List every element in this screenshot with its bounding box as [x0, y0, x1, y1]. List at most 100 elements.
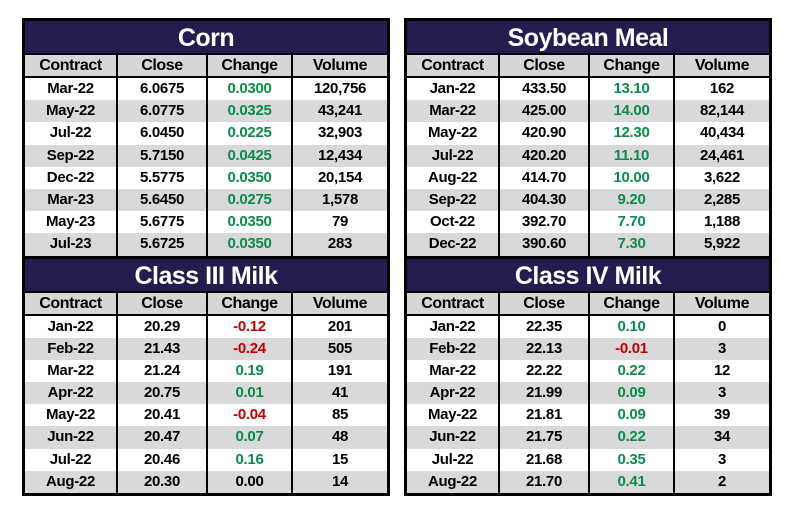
contract-cell: Mar-23 [25, 188, 118, 212]
close-cell: 425.00 [500, 100, 590, 123]
class-iii-milk-table: Class III Milk Contract Close Change Volume… [25, 255, 387, 493]
volume-cell: 20,154 [317, 168, 363, 186]
contract-cell: Aug-22 [25, 470, 118, 493]
table-title-class-iii-milk: Class III Milk [25, 258, 387, 293]
volume-cell: 5,922 [703, 235, 741, 253]
table-body: Jan-22 20.29 -0.12 201 Feb-22 21.43 -0.24 505 Ma… [25, 315, 387, 493]
change-cell: 0.16 [208, 448, 293, 471]
table-row: Mar-22 22.22 0.22 12 [407, 359, 769, 383]
change-cell: 0.07 [208, 426, 293, 449]
close-cell: 5.7150 [118, 144, 208, 167]
close-cell: 22.22 [500, 359, 590, 383]
close-cell: 6.0775 [118, 100, 208, 123]
volume-cell: 2 [717, 472, 727, 490]
volume-cell: 15 [331, 450, 349, 468]
contract-cell: Sep-22 [407, 188, 500, 212]
change-cell: 9.20 [590, 188, 675, 212]
table-row: Jan-22 22.35 0.10 0 [407, 315, 769, 338]
volume-cell: 3 [717, 339, 727, 357]
contract-cell: Feb-22 [25, 337, 118, 360]
volume-cell: 14 [331, 472, 349, 490]
change-cell: 0.0350 [208, 233, 293, 256]
change-cell: -0.24 [208, 337, 293, 360]
close-cell: 5.6725 [118, 233, 208, 256]
contract-cell: Mar-22 [25, 78, 118, 101]
table-row: Mar-22 6.0675 0.0300 120,756 [25, 78, 387, 101]
close-cell: 6.0675 [118, 78, 208, 101]
column-header: Change [208, 292, 293, 314]
volume-cell: 40,434 [699, 124, 745, 142]
left-table-column: Corn Contract Close Change Volume Mar-22 6.0… [22, 18, 390, 496]
table-row: Jul-22 20.46 0.16 15 [25, 448, 387, 471]
close-cell: 5.5775 [118, 166, 208, 189]
contract-cell: Mar-22 [407, 100, 500, 123]
contract-cell: Mar-22 [25, 359, 118, 383]
table-title-class-iv-milk: Class IV Milk [407, 258, 769, 293]
change-cell: 7.70 [590, 211, 675, 234]
close-cell: 21.70 [500, 470, 590, 493]
change-cell: 0.41 [590, 470, 675, 493]
change-cell: 0.35 [590, 448, 675, 471]
table-row: Jun-22 20.47 0.07 48 [25, 426, 387, 449]
close-cell: 420.90 [500, 122, 590, 145]
volume-cell: 0 [717, 317, 727, 335]
close-cell: 433.50 [500, 78, 590, 101]
table-body: Jan-22 22.35 0.10 0 Feb-22 22.13 -0.01 3 Mar-22 2… [407, 315, 769, 493]
volume-cell: 41 [331, 384, 349, 402]
close-cell: 21.68 [500, 448, 590, 471]
column-header: Change [590, 292, 675, 314]
contract-cell: Jul-22 [25, 448, 118, 471]
table-header: Contract Close Change Volume [407, 292, 769, 316]
close-cell: 21.43 [118, 337, 208, 360]
table-row: Mar-22 21.24 0.19 191 [25, 359, 387, 383]
table-row: Jun-22 21.75 0.22 34 [407, 426, 769, 449]
contract-cell: Dec-22 [407, 233, 500, 256]
table-row: Mar-23 5.6450 0.0275 1,578 [25, 188, 387, 212]
change-cell: 0.09 [590, 382, 675, 405]
change-cell: 0.10 [590, 315, 675, 338]
volume-cell: 24,461 [699, 146, 745, 164]
change-cell: 0.0275 [208, 188, 293, 212]
change-cell: 11.10 [590, 144, 675, 167]
contract-cell: Apr-22 [407, 382, 500, 405]
class-iv-milk-table: Class IV Milk Contract Close Change Volume … [407, 255, 769, 493]
table-title-corn: Corn [25, 21, 387, 55]
column-header: Volume [694, 294, 750, 312]
volume-cell: 82,144 [699, 102, 745, 120]
volume-cell: 505 [327, 339, 353, 357]
table-row: Jan-22 20.29 -0.12 201 [25, 315, 387, 338]
contract-cell: Jun-22 [407, 426, 500, 449]
volume-cell: 283 [327, 235, 353, 253]
table-row: May-23 5.6775 0.0350 79 [25, 211, 387, 234]
table-row: Sep-22 404.30 9.20 2,285 [407, 188, 769, 212]
change-cell: 0.19 [208, 359, 293, 383]
table-body: Jan-22 433.50 13.10 162 Mar-22 425.00 14.00 82,… [407, 78, 769, 256]
column-header: Contract [25, 292, 118, 314]
volume-cell: 39 [713, 406, 731, 424]
table-row: Apr-22 20.75 0.01 41 [25, 382, 387, 405]
close-cell: 392.70 [500, 211, 590, 234]
table-row: Aug-22 20.30 0.00 14 [25, 470, 387, 493]
volume-cell: 85 [331, 406, 349, 424]
contract-cell: Jul-22 [407, 144, 500, 167]
change-cell: 0.0425 [208, 144, 293, 167]
contract-cell: Mar-22 [407, 359, 500, 383]
close-cell: 414.70 [500, 166, 590, 189]
contract-cell: Jan-22 [407, 315, 500, 338]
table-row: Mar-22 425.00 14.00 82,144 [407, 100, 769, 123]
table-row: Jul-23 5.6725 0.0350 283 [25, 233, 387, 256]
volume-cell: 12,434 [317, 146, 363, 164]
column-header: Contract [25, 55, 118, 76]
volume-cell: 3 [717, 450, 727, 468]
close-cell: 21.99 [500, 382, 590, 405]
volume-cell: 120,756 [313, 80, 367, 97]
change-cell: 0.0325 [208, 100, 293, 123]
close-cell: 6.0450 [118, 122, 208, 145]
column-header: Close [118, 292, 208, 314]
close-cell: 22.35 [500, 315, 590, 338]
close-cell: 404.30 [500, 188, 590, 212]
close-cell: 20.75 [118, 382, 208, 405]
column-header: Volume [312, 294, 368, 312]
table-row: Jul-22 6.0450 0.0225 32,903 [25, 122, 387, 145]
change-cell: 0.0300 [208, 78, 293, 101]
